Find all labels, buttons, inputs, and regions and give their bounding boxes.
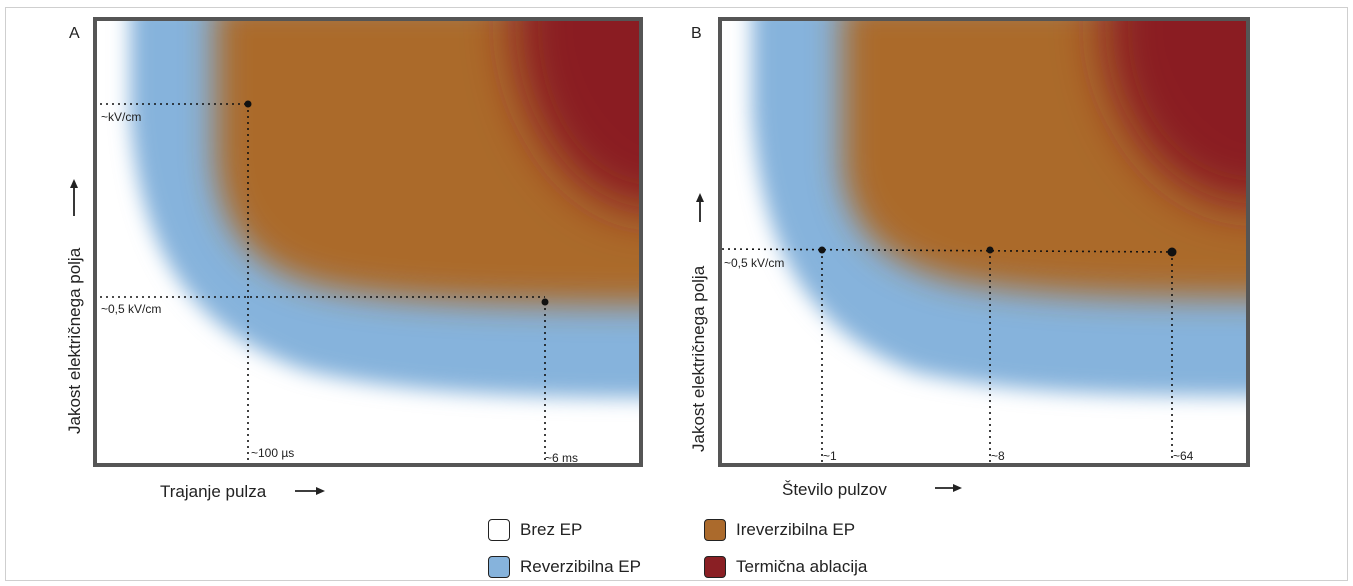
panel-a: A ~kV/cm ~0,5 kV/cm ~100 µs ~6 ms Jakost… bbox=[65, 17, 643, 501]
annotation-pulses-8: ~8 bbox=[991, 449, 1005, 463]
legend-item-reversible-ep: Reverzibilna EP bbox=[488, 556, 641, 578]
panel-a-guides bbox=[100, 103, 546, 462]
figure-frame bbox=[5, 7, 1348, 581]
x-axis-label: Število pulzov bbox=[782, 480, 887, 499]
legend-label: Reverzibilna EP bbox=[520, 557, 641, 576]
legend-item-irreversible-ep: Ireverzibilna EP bbox=[704, 519, 855, 541]
panel-a-border bbox=[93, 17, 643, 467]
region-thermal-ablation bbox=[515, 19, 641, 209]
legend-label: Ireverzibilna EP bbox=[736, 520, 856, 539]
legend-label: Brez EP bbox=[520, 520, 583, 539]
y-axis-arrow-icon bbox=[70, 179, 78, 216]
operating-point bbox=[244, 100, 252, 108]
annotation-low-field: ~0,5 kV/cm bbox=[101, 302, 161, 316]
annotation-long-pulse: ~6 ms bbox=[545, 451, 578, 465]
panel-b-border bbox=[718, 17, 1250, 467]
panel-b-letter: B bbox=[691, 25, 702, 42]
operating-point bbox=[541, 298, 549, 306]
x-axis-arrow-icon bbox=[295, 487, 325, 495]
legend-swatch-icon bbox=[488, 519, 510, 541]
panel-a-letter: A bbox=[69, 25, 80, 42]
y-axis-label: Jakost električnega polja bbox=[689, 265, 708, 452]
y-axis-label: Jakost električnega polja bbox=[65, 247, 84, 434]
legend-swatch-icon bbox=[704, 556, 726, 578]
panel-b-guides bbox=[721, 248, 1173, 462]
panel-b-regions bbox=[720, 19, 1248, 465]
x-axis-label: Trajanje pulza bbox=[160, 482, 267, 501]
legend-item-no-ep: Brez EP bbox=[488, 519, 582, 541]
legend-label: Termična ablacija bbox=[736, 557, 868, 576]
annotation-pulses-64: ~64 bbox=[1173, 449, 1194, 463]
operating-point bbox=[818, 246, 826, 254]
annotation-high-field: ~kV/cm bbox=[101, 110, 141, 124]
annotation-field: ~0,5 kV/cm bbox=[724, 256, 784, 270]
y-axis-arrow-icon bbox=[696, 193, 704, 222]
panel-b: B ~0,5 kV/cm ~1 ~8 ~64 Jakost električne… bbox=[689, 17, 1250, 499]
panel-a-regions bbox=[95, 19, 641, 465]
operating-point bbox=[1167, 247, 1177, 257]
legend-swatch-icon bbox=[704, 519, 726, 541]
region-thermal-ablation bbox=[1105, 19, 1248, 205]
annotation-pulses-1: ~1 bbox=[823, 449, 837, 463]
legend-swatch-icon bbox=[488, 556, 510, 578]
annotation-short-pulse: ~100 µs bbox=[251, 446, 294, 460]
operating-point bbox=[986, 246, 994, 254]
legend-item-thermal-ablation: Termična ablacija bbox=[704, 556, 867, 578]
x-axis-arrow-icon bbox=[935, 484, 962, 492]
